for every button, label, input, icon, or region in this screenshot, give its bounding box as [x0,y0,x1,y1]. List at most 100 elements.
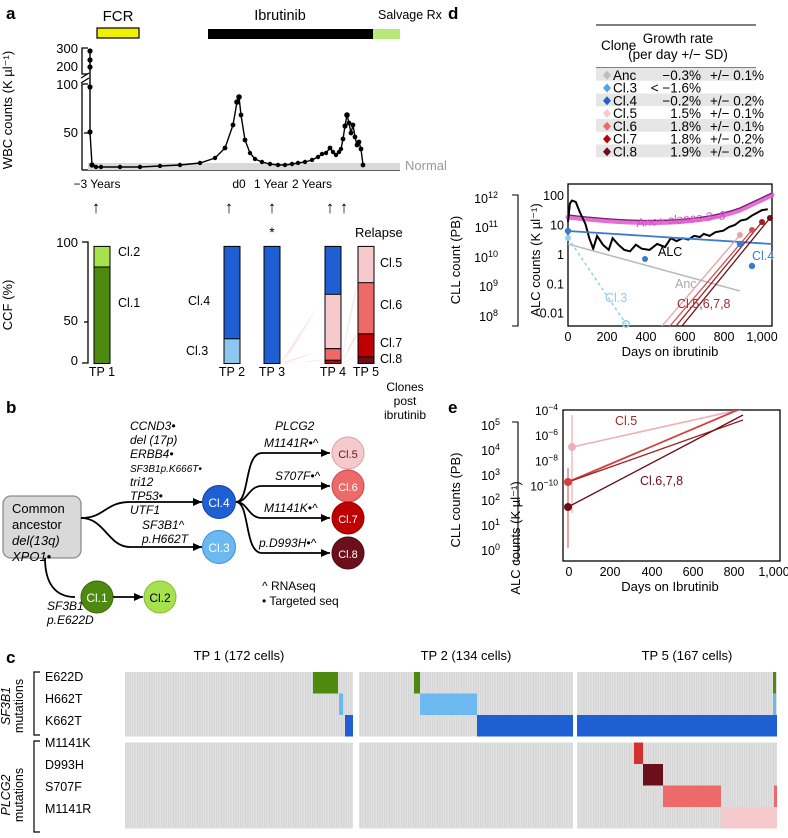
svg-text:1,000: 1,000 [746,330,777,344]
svg-text:E622D: E622D [45,670,83,684]
svg-text:Cl.7: Cl.7 [380,336,402,350]
svg-text:ancestor: ancestor [12,517,63,532]
svg-text:+/− 0.2%: +/− 0.2% [710,144,764,159]
svg-text:Salvage Rx: Salvage Rx [378,8,443,22]
svg-text:50: 50 [64,125,78,140]
svg-text:CCF (%): CCF (%) [0,280,15,331]
svg-text:−3 Years: −3 Years [73,177,120,191]
svg-text:Cl.6: Cl.6 [338,482,358,494]
svg-text:10−6: 10−6 [535,427,558,443]
svg-text:↑: ↑ [92,198,101,217]
svg-text:1.9%: 1.9% [670,144,701,159]
svg-text:ibrutinib: ibrutinib [384,408,426,422]
svg-text:del (17p): del (17p) [130,433,177,447]
svg-text:10−10: 10−10 [530,478,558,494]
svg-text:↑: ↑ [225,198,234,217]
svg-text:d0: d0 [232,177,246,191]
svg-text:101: 101 [481,517,500,533]
svg-text:+/− 0.1%: +/− 0.1% [710,68,764,83]
svg-text:TP 5: TP 5 [353,365,379,379]
svg-text:M1141R: M1141R [45,802,91,816]
svg-text:H662T: H662T [45,692,83,706]
svg-text:PLCG2: PLCG2 [275,419,315,433]
svg-text:Cl.1: Cl.1 [86,591,108,605]
svg-text:103: 103 [481,467,500,483]
svg-text:Cl.8: Cl.8 [380,352,402,366]
svg-text:Cl.3: Cl.3 [605,291,627,305]
svg-text:Cl.4: Cl.4 [188,294,210,308]
svg-text:100: 100 [481,542,500,558]
svg-text:TP 5 (167 cells): TP 5 (167 cells) [642,648,733,663]
svg-text:Cl.4: Cl.4 [208,496,230,510]
svg-text:800: 800 [724,565,745,579]
svg-text:D993H: D993H [45,758,84,772]
svg-text:ALC counts (K µl⁻¹): ALC counts (K µl⁻¹) [508,481,523,594]
svg-text:K662T: K662T [45,714,82,728]
svg-text:Common: Common [12,501,65,516]
svg-text:0.01: 0.01 [540,307,564,321]
svg-text:Cl.5: Cl.5 [338,449,358,461]
svg-text:Cl.6: Cl.6 [380,298,402,312]
svg-text:108: 108 [479,308,498,324]
svg-text:600: 600 [683,565,704,579]
svg-text:ALC counts (K µl⁻¹): ALC counts (K µl⁻¹) [528,203,543,316]
svg-text:TP 2 (134 cells): TP 2 (134 cells) [421,648,512,663]
svg-text:S707F•^: S707F•^ [275,469,321,483]
svg-text:Cl.7: Cl.7 [338,514,358,526]
svg-text:600: 600 [675,330,696,344]
svg-text:mutations: mutations [12,679,26,733]
svg-text:109: 109 [479,278,498,294]
svg-text:300: 300 [56,41,78,56]
svg-text:^ RNAseq: ^ RNAseq [262,579,316,593]
svg-text:100: 100 [543,189,564,203]
svg-text:TP 3: TP 3 [259,365,285,379]
svg-text:1011: 1011 [475,219,498,235]
svg-text:p.H662T: p.H662T [141,532,190,546]
svg-text:Cl.2: Cl.2 [149,591,171,605]
svg-text:200: 200 [597,330,618,344]
svg-text:1,000: 1,000 [758,565,788,579]
svg-text:200: 200 [56,59,78,74]
svg-text:Cl.5,6,7,8: Cl.5,6,7,8 [677,297,731,311]
svg-text:SF3B1p.K666T•: SF3B1p.K666T• [130,464,202,475]
svg-text:Cl.5: Cl.5 [615,414,637,428]
svg-text:del(13q): del(13q) [12,533,60,548]
svg-text:0: 0 [566,565,573,579]
svg-text:Ibrutinib: Ibrutinib [254,8,306,24]
svg-text:2 Years: 2 Years [292,177,332,191]
svg-text:Cl.8: Cl.8 [613,144,637,159]
svg-text:ERBB4•: ERBB4• [130,447,174,461]
svg-text:10−8: 10−8 [535,452,558,468]
svg-text:0: 0 [71,353,78,368]
svg-text:1: 1 [557,248,564,262]
svg-text:post: post [394,394,417,408]
svg-text:p.E622D: p.E622D [46,613,94,627]
svg-text:Cl.4: Cl.4 [752,249,774,263]
svg-text:S707F: S707F [45,780,82,794]
svg-text:TP 4: TP 4 [320,365,346,379]
svg-text:TP 1: TP 1 [89,365,115,379]
svg-text:↑: ↑ [268,198,277,217]
svg-text:Days on ibrutinib: Days on ibrutinib [622,344,719,359]
svg-text:TP53•: TP53• [130,489,163,503]
svg-text:10−4: 10−4 [535,402,558,418]
svg-text:WBC counts (K µl⁻¹): WBC counts (K µl⁻¹) [0,51,15,169]
svg-text:M1141R•^: M1141R•^ [264,436,319,450]
svg-text:0.1: 0.1 [547,277,564,291]
svg-text:200: 200 [600,565,621,579]
svg-text:Growth rate: Growth rate [643,31,714,46]
svg-text:100: 100 [56,77,78,92]
svg-text:1 Year: 1 Year [254,177,288,191]
svg-text:1010: 1010 [474,249,498,265]
svg-text:0: 0 [565,330,572,344]
svg-text:102: 102 [481,492,500,508]
svg-text:Cl.6,7,8: Cl.6,7,8 [640,474,683,488]
svg-text:50: 50 [64,313,78,328]
svg-text:↑: ↑ [326,198,335,217]
svg-text:↑: ↑ [340,198,349,217]
svg-text:800: 800 [714,330,735,344]
svg-text:Cl.8: Cl.8 [338,549,358,561]
svg-text:SF3B1^: SF3B1^ [142,518,185,532]
svg-text:M1141K•^: M1141K•^ [264,501,318,515]
svg-text:p.D993H•^: p.D993H•^ [258,536,317,550]
